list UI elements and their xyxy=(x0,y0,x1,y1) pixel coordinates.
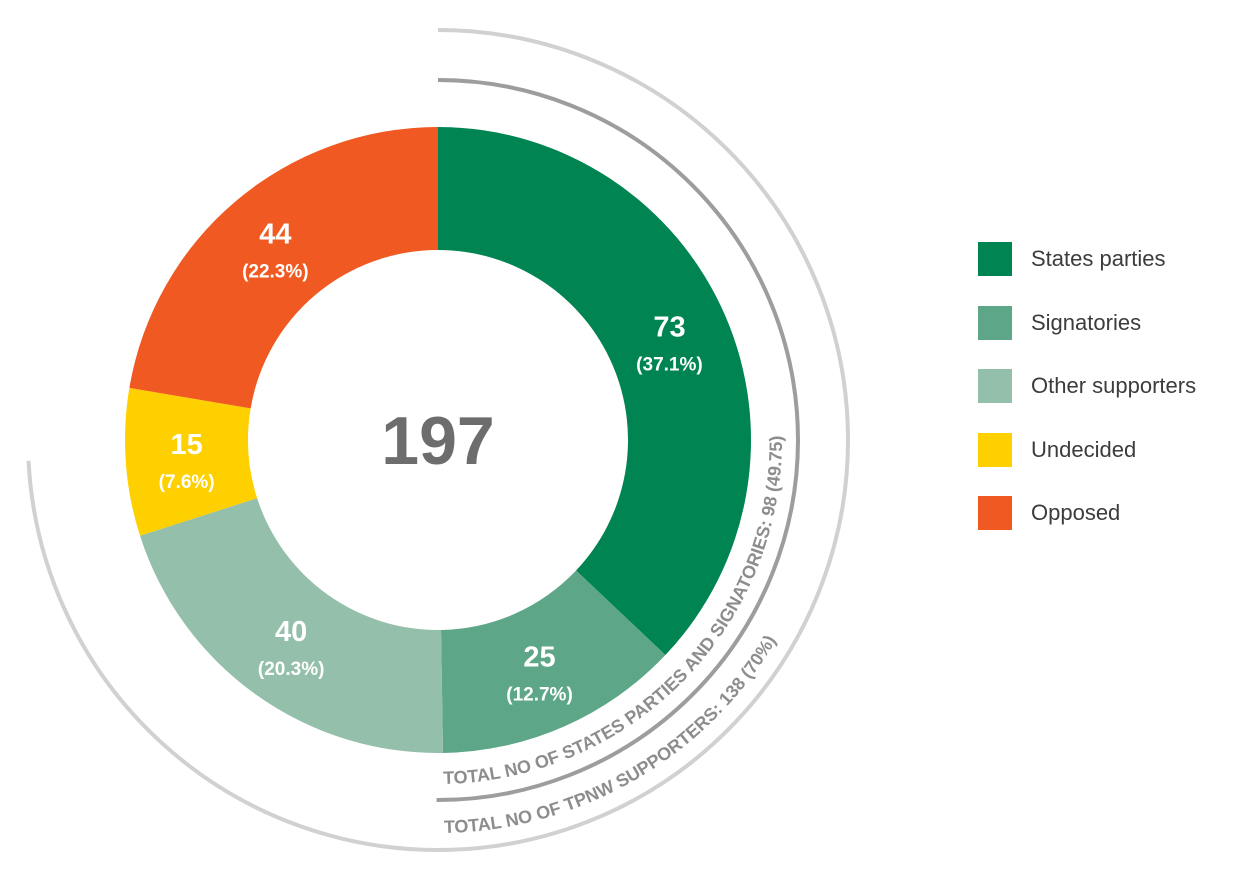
percent-label-signatories: (12.7%) xyxy=(506,685,573,706)
slice-states-parties xyxy=(438,127,751,656)
legend-swatch-states-parties xyxy=(978,242,1012,276)
legend-item-other-supporters: Other supporters xyxy=(978,369,1196,403)
legend-item-states-parties: States parties xyxy=(978,242,1196,276)
legend-label-signatories: Signatories xyxy=(1031,309,1142,335)
value-label-opposed: 44 xyxy=(259,219,291,251)
slice-other-supporters xyxy=(140,498,443,753)
supporter-arc-2 xyxy=(26,28,850,852)
percent-label-other-supporters: (20.3%) xyxy=(258,659,325,680)
legend-label-opposed: Opposed xyxy=(1031,500,1121,525)
legend-swatch-signatories xyxy=(978,305,1012,340)
legend-swatch-opposed xyxy=(978,496,1012,530)
legend-item-signatories: Signatories xyxy=(978,305,1196,340)
legend-label-states-parties: States parties xyxy=(1031,246,1166,271)
legend-swatch-other-supporters xyxy=(978,369,1012,403)
center-total: 197 xyxy=(381,403,494,479)
value-label-states-parties: 73 xyxy=(653,311,685,343)
legend-label-undecided: Undecided xyxy=(1031,436,1137,462)
legend-label-other-supporters: Other supporters xyxy=(1031,373,1197,398)
value-label-other-supporters: 40 xyxy=(275,616,307,648)
legend-item-opposed: Opposed xyxy=(978,496,1196,530)
supporter-arc-1 xyxy=(436,78,801,802)
value-label-undecided: 15 xyxy=(171,429,203,461)
slice-undecided xyxy=(124,387,258,536)
percent-label-opposed: (22.3%) xyxy=(242,262,309,283)
slice-signatories xyxy=(441,570,666,753)
legend-item-undecided: Undecided xyxy=(978,432,1196,467)
slice-opposed xyxy=(129,127,438,409)
legend-swatch-undecided xyxy=(978,432,1012,467)
value-label-signatories: 25 xyxy=(523,642,555,674)
chart-legend: States parties Signatories Other support… xyxy=(978,242,1196,560)
percent-label-undecided: (7.6%) xyxy=(159,472,215,493)
percent-label-states-parties: (37.1%) xyxy=(636,354,703,375)
